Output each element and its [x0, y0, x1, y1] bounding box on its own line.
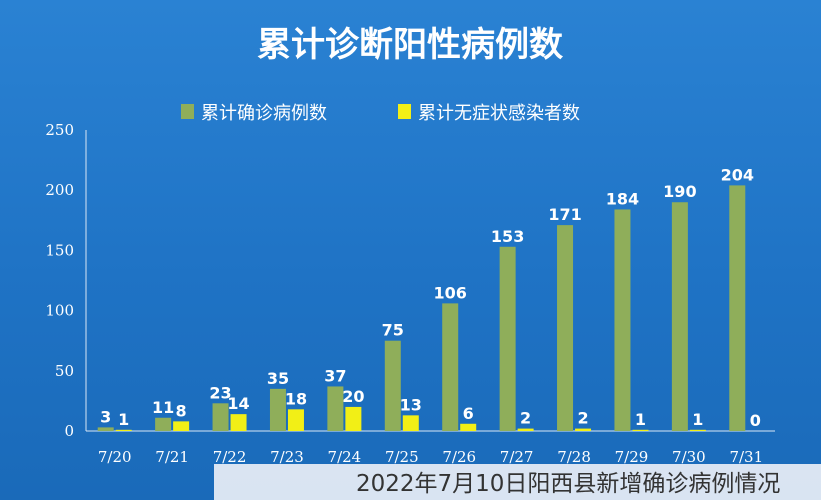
data-label-asymptomatic: 13	[400, 395, 422, 414]
y-tick-label: 250	[45, 121, 74, 139]
data-label-asymptomatic: 18	[285, 389, 307, 408]
x-tick-label: 7/28	[557, 448, 591, 466]
data-label-confirmed: 190	[663, 182, 696, 201]
x-axis-ticks: 7/20 7/21 7/22 7/23 7/24 7/25 7/26 7/27 7/28 7/29…	[98, 448, 763, 466]
bar-asymptomatic	[575, 428, 592, 431]
bar-asymptomatic	[402, 415, 419, 431]
data-labels: 3 111 823143518372075131066153217121841190…	[100, 165, 761, 430]
bar-asymptomatic	[689, 429, 706, 431]
data-label-confirmed: 153	[491, 227, 524, 246]
legend-swatch-asymptomatic	[398, 104, 411, 119]
chart-title: 累计诊断阳性病例数	[257, 25, 563, 65]
bar-confirmed	[384, 340, 401, 431]
y-tick-label: 150	[45, 241, 74, 259]
bar-confirmed	[327, 386, 344, 431]
x-tick-label: 7/26	[442, 448, 476, 466]
image-caption: 2022年7月10日阳西县新增确诊病例情况	[214, 464, 821, 500]
data-label-asymptomatic: 1	[692, 410, 703, 429]
bar-confirmed	[499, 246, 516, 431]
data-label-confirmed: 37	[324, 366, 346, 385]
bar-confirmed	[97, 427, 114, 431]
x-tick-label: 7/23	[270, 448, 304, 466]
data-label-asymptomatic: 6	[463, 404, 474, 423]
legend-label-confirmed: 累计确诊病例数	[201, 103, 327, 124]
y-axis-ticks: 0 50 100 150 200 250	[45, 121, 74, 440]
data-label-confirmed: 3	[100, 407, 111, 426]
data-label-asymptomatic: 1	[118, 410, 129, 429]
bar-confirmed	[212, 403, 229, 431]
x-tick-label: 7/22	[213, 448, 247, 466]
x-tick-label: 7/29	[615, 448, 649, 466]
y-tick-label: 200	[45, 181, 74, 199]
data-label-asymptomatic: 0	[750, 411, 761, 430]
bar-confirmed	[557, 225, 574, 431]
data-label-asymptomatic: 1	[635, 410, 646, 429]
data-label-confirmed: 23	[209, 383, 231, 402]
x-tick-label: 7/30	[672, 448, 706, 466]
bar-asymptomatic	[632, 429, 649, 431]
data-label-asymptomatic: 2	[577, 409, 588, 428]
x-tick-label: 7/24	[328, 448, 362, 466]
legend: 累计确诊病例数 累计无症状感染者数	[181, 103, 580, 124]
bar-asymptomatic	[287, 409, 304, 431]
bars	[97, 185, 746, 431]
bar-asymptomatic	[115, 429, 132, 431]
x-tick-label: 7/31	[729, 448, 763, 466]
bar-asymptomatic	[345, 406, 362, 431]
x-tick-label: 7/25	[385, 448, 419, 466]
bar-confirmed	[671, 202, 688, 431]
bar-confirmed	[614, 209, 631, 431]
data-label-confirmed: 184	[606, 189, 639, 208]
x-tick-label: 7/20	[98, 448, 132, 466]
x-tick-label: 7/27	[500, 448, 534, 466]
bar-confirmed	[269, 388, 286, 431]
bar-confirmed	[155, 417, 172, 431]
data-label-confirmed: 204	[721, 165, 754, 184]
y-tick-label: 0	[64, 422, 74, 440]
y-tick-label: 50	[55, 362, 74, 380]
bar-asymptomatic	[173, 421, 190, 431]
bar-asymptomatic	[460, 423, 477, 431]
data-label-asymptomatic: 20	[342, 387, 364, 406]
legend-label-asymptomatic: 累计无症状感染者数	[418, 103, 580, 124]
bar-confirmed	[442, 303, 459, 431]
data-label-confirmed: 171	[548, 205, 581, 224]
data-label-asymptomatic: 14	[227, 394, 249, 413]
bar-asymptomatic	[230, 414, 247, 431]
bar-asymptomatic	[517, 428, 534, 431]
data-label-confirmed: 11	[152, 398, 174, 417]
data-label-confirmed: 35	[267, 369, 289, 388]
legend-swatch-confirmed	[181, 104, 194, 119]
y-tick-label: 100	[45, 302, 74, 320]
data-label-asymptomatic: 8	[176, 401, 187, 420]
data-label-asymptomatic: 2	[520, 409, 531, 428]
x-tick-label: 7/21	[155, 448, 189, 466]
data-label-confirmed: 75	[382, 321, 404, 340]
bar-confirmed	[729, 185, 746, 431]
data-label-confirmed: 106	[434, 283, 467, 302]
